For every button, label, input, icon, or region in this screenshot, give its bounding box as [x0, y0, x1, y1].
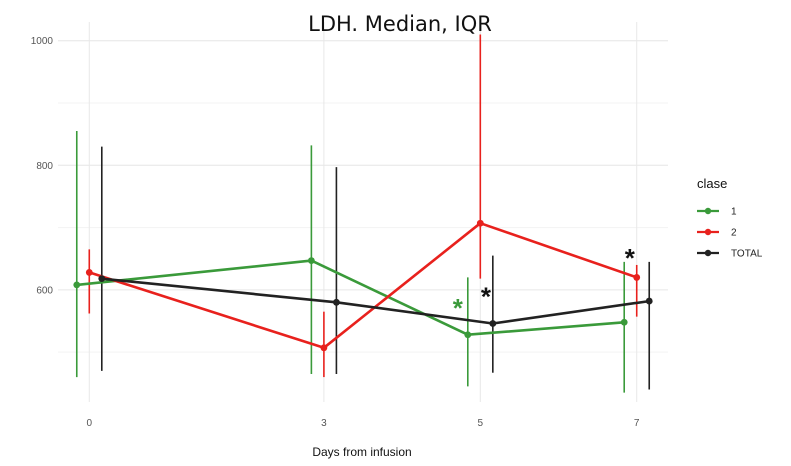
- data-points: [73, 219, 653, 352]
- series-line-2: [88, 221, 638, 350]
- chart-title: LDH. Median, IQR: [308, 12, 492, 36]
- data-point-1: [464, 331, 472, 339]
- annotations: * * *: [453, 243, 636, 323]
- x-axis-label: Days from infusion: [312, 445, 411, 459]
- legend-title: clase: [697, 176, 727, 191]
- errorbars: [75, 34, 651, 393]
- significance-asterisk: *: [625, 243, 636, 273]
- grid: [58, 22, 668, 402]
- y-tick-label: 800: [36, 161, 53, 172]
- legend-label: 1: [731, 207, 737, 218]
- y-tick-label: 600: [36, 285, 53, 296]
- data-point-2: [320, 344, 328, 352]
- legend-label: TOTAL: [731, 249, 763, 260]
- legend: clase 1 2 TOTAL: [697, 176, 763, 260]
- x-tick-label: 7: [634, 418, 640, 429]
- series-line-total: [101, 277, 650, 325]
- legend-marker: [704, 207, 712, 215]
- data-point-total: [333, 298, 340, 306]
- x-tick-label: 5: [478, 418, 484, 429]
- significance-asterisk: *: [481, 282, 492, 312]
- data-point-total: [645, 297, 653, 305]
- tick-labels: 600 800 1000 0 3 5 7: [31, 36, 640, 429]
- x-tick-label: 0: [87, 418, 93, 429]
- significance-asterisk: *: [453, 293, 464, 323]
- legend-marker: [704, 249, 712, 257]
- data-point-1: [307, 257, 315, 264]
- data-point-1: [620, 318, 628, 326]
- data-point-2: [85, 269, 93, 276]
- data-point-2: [633, 274, 641, 281]
- y-tick-label: 1000: [31, 36, 54, 47]
- series-line-1: [76, 259, 625, 337]
- data-point-total: [98, 275, 106, 283]
- legend-label: 2: [731, 228, 737, 239]
- legend-marker: [704, 228, 712, 236]
- data-point-total: [489, 320, 497, 327]
- data-point-1: [73, 281, 81, 289]
- data-point-2: [476, 219, 484, 227]
- x-tick-label: 3: [321, 418, 327, 429]
- series-lines: [76, 221, 650, 350]
